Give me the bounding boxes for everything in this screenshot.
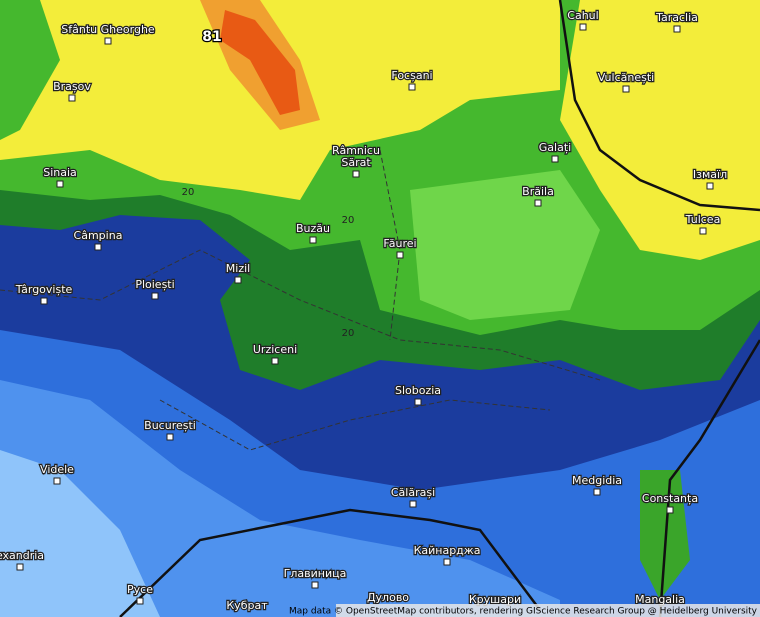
city-marker	[352, 170, 360, 178]
field-pale-blue	[0, 450, 160, 617]
place-label: Videle	[40, 463, 74, 476]
place-label: Medgidia	[572, 474, 622, 487]
place-label: Mangalia	[635, 593, 685, 606]
city-marker	[68, 94, 76, 102]
city-marker	[166, 433, 174, 441]
city-marker	[551, 155, 559, 163]
city-marker	[104, 37, 112, 45]
contour-label: 20	[342, 328, 355, 339]
city-marker	[593, 488, 601, 496]
contour-label: 20	[182, 187, 195, 198]
place-label: Крушари	[469, 593, 521, 606]
field-green-west	[0, 0, 60, 140]
city-marker	[706, 182, 714, 190]
place-label: Constanța	[642, 492, 698, 505]
city-marker	[40, 297, 48, 305]
place-label: București	[144, 419, 196, 432]
city-marker	[579, 23, 587, 31]
city-marker	[309, 236, 317, 244]
place-label: Русе	[127, 583, 153, 596]
place-label: Buzău	[296, 222, 330, 235]
place-label: Vulcănești	[598, 71, 654, 84]
place-label: Slobozia	[395, 384, 441, 397]
city-marker	[271, 357, 279, 365]
place-label: Tulcea	[685, 213, 721, 226]
city-marker	[409, 500, 417, 508]
contour-label: 20	[342, 215, 355, 226]
place-label: Mizil	[226, 262, 250, 275]
place-label: Sinaia	[43, 166, 77, 179]
city-marker	[699, 227, 707, 235]
place-label: Călărași	[391, 486, 435, 499]
place-label: Sărat	[341, 156, 371, 169]
place-label: Ploiești	[135, 278, 174, 291]
place-label: Ізмаїл	[693, 168, 727, 181]
place-label: exandria	[0, 549, 44, 562]
county-line	[0, 149, 601, 451]
field-light-blue	[0, 380, 560, 617]
place-label: Cahul	[567, 9, 598, 22]
place-label: Râmnicu	[332, 144, 380, 157]
place-label: Făurei	[383, 237, 416, 250]
border	[119, 508, 541, 617]
city-marker	[234, 276, 242, 284]
city-marker	[311, 581, 319, 589]
place-label: Brăila	[522, 185, 554, 198]
labels: 81 20 20 20 Sfântu Gheorghe Brașov Sinai…	[0, 8, 728, 614]
place-label: Câmpina	[74, 229, 123, 242]
place-label: Дулово	[367, 591, 409, 604]
border	[658, 339, 760, 617]
city-marker	[56, 180, 64, 188]
place-label: Кубрат	[226, 599, 268, 612]
city-marker	[622, 85, 630, 93]
city-marker	[443, 558, 451, 566]
city-marker	[673, 25, 681, 33]
city-marker	[151, 292, 159, 300]
place-label: Главиница	[284, 567, 347, 580]
border	[558, 0, 760, 212]
city-marker	[53, 477, 61, 485]
place-label: Galați	[539, 141, 571, 154]
place-label: Focșani	[391, 69, 432, 82]
attribution: Map data © OpenStreetMap contributors, r…	[289, 607, 758, 617]
city-marker	[136, 597, 144, 605]
field-yellow-east	[560, 0, 760, 260]
place-label: Sfântu Gheorghe	[61, 23, 155, 36]
city-marker	[534, 199, 542, 207]
city-marker	[414, 398, 422, 406]
field-light-green	[410, 170, 600, 320]
place-label: Кайнарджа	[414, 544, 481, 557]
field-red	[220, 10, 300, 115]
city-marker	[16, 563, 24, 571]
attribution-bar	[336, 604, 760, 617]
place-label: Târgoviște	[15, 283, 73, 296]
place-label: Taraclia	[655, 11, 698, 24]
city-marker	[408, 83, 416, 91]
place-label: Brașov	[53, 80, 91, 93]
city-marker	[396, 251, 404, 259]
place-label: Urziceni	[253, 343, 297, 356]
city-marker	[94, 243, 102, 251]
max-value-label: 81	[202, 29, 221, 45]
city-marker	[666, 506, 674, 514]
